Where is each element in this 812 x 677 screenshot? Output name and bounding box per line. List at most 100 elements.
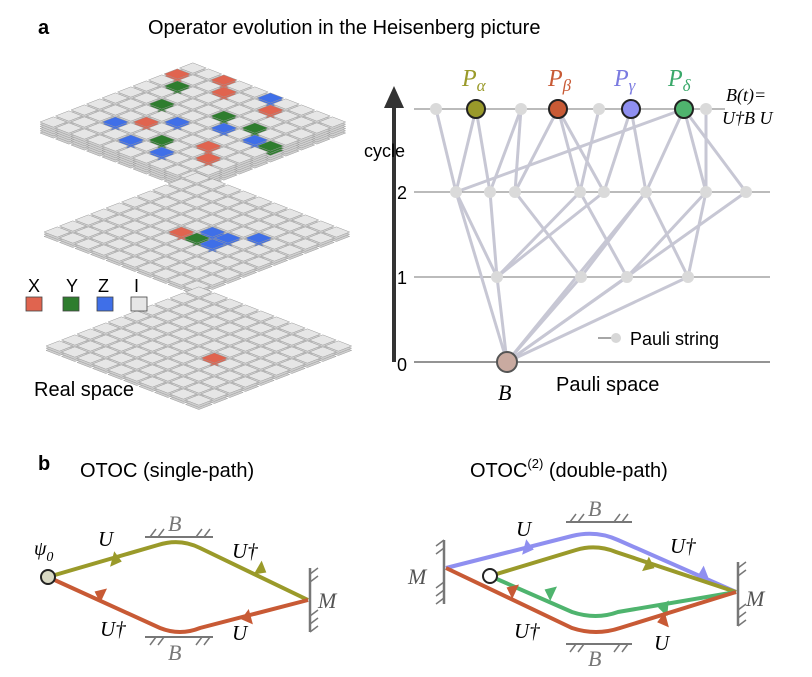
graph-edge bbox=[513, 108, 560, 193]
pauli-string-node bbox=[450, 186, 462, 198]
grid-tile bbox=[240, 110, 269, 122]
grid-tile bbox=[324, 340, 353, 352]
grid-tile bbox=[151, 268, 180, 280]
grid-tile bbox=[107, 352, 136, 364]
grid-tile bbox=[229, 214, 258, 226]
grid-tile bbox=[194, 68, 223, 80]
grid-tile bbox=[132, 92, 161, 104]
grid-tile bbox=[256, 128, 285, 140]
graph-edge bbox=[454, 191, 499, 278]
grid-tile bbox=[138, 328, 167, 340]
grid-tile bbox=[194, 152, 223, 164]
grid-tile bbox=[229, 238, 258, 250]
double-b-hatch-top bbox=[569, 513, 629, 523]
grid-tile bbox=[277, 334, 306, 346]
panel-b-letter: b bbox=[38, 453, 50, 475]
grid-tile bbox=[287, 128, 316, 140]
grid-tile bbox=[215, 370, 244, 382]
grid-tile bbox=[200, 292, 229, 304]
graph-edge bbox=[682, 108, 748, 193]
grid-tile bbox=[184, 346, 213, 358]
left-m-label: M bbox=[407, 564, 428, 589]
arrow-orange-2 bbox=[657, 611, 669, 628]
grid-tile bbox=[215, 346, 244, 358]
graph-edge bbox=[556, 108, 606, 193]
grid-tile bbox=[120, 196, 149, 208]
graph-edge bbox=[682, 108, 708, 193]
pauli-legend: X Y Z I bbox=[25, 276, 148, 312]
grid-tile bbox=[231, 316, 260, 328]
grid-tile bbox=[147, 146, 176, 158]
grid-tile bbox=[39, 116, 68, 128]
bt-equation-line2: U†B U bbox=[722, 108, 773, 128]
grid-tile bbox=[182, 244, 211, 256]
grid-tile bbox=[209, 146, 238, 158]
grid-tile bbox=[60, 346, 89, 358]
grid-tile bbox=[132, 80, 161, 92]
grid-tile bbox=[213, 220, 242, 232]
double-label-u-top: U bbox=[516, 517, 533, 541]
grid-tile bbox=[194, 92, 223, 104]
grid-tile bbox=[287, 116, 316, 128]
grid-tile bbox=[89, 232, 118, 244]
pauli-space-graph: cycle 0 1 2 B Pauli space Pα Pβ Pγ Pδ B(… bbox=[364, 66, 773, 405]
pauli-string-node bbox=[515, 103, 527, 115]
grid-tile bbox=[136, 238, 165, 250]
grid-tile bbox=[169, 328, 198, 340]
legend-label-y: Y bbox=[66, 276, 78, 296]
arrow-blue-1 bbox=[522, 539, 534, 555]
grid-tile bbox=[244, 220, 273, 232]
grid-tile bbox=[213, 268, 242, 280]
grid-tile bbox=[138, 304, 167, 316]
pauli-string-node bbox=[491, 271, 503, 283]
grid-tile bbox=[163, 116, 192, 128]
grid-tile bbox=[213, 196, 242, 208]
grid-tile bbox=[107, 364, 136, 376]
grid-tile bbox=[122, 322, 151, 334]
grid-tile bbox=[122, 370, 151, 382]
grid-tile bbox=[70, 128, 99, 140]
grid-tile bbox=[225, 140, 254, 152]
grid-tile bbox=[302, 110, 331, 122]
double-path-orange bbox=[445, 566, 737, 634]
grid-tile bbox=[182, 268, 211, 280]
grid-tile bbox=[260, 202, 289, 214]
graph-edge bbox=[578, 191, 629, 278]
legend-swatch-i bbox=[130, 296, 148, 312]
grid-tile bbox=[147, 158, 176, 170]
grid-tile bbox=[107, 328, 136, 340]
grid-tile bbox=[194, 116, 223, 128]
grid-tile bbox=[163, 128, 192, 140]
grid-tile bbox=[271, 98, 300, 110]
grid-tile bbox=[209, 86, 238, 98]
grid-tile bbox=[120, 244, 149, 256]
left-wall-hatch bbox=[435, 539, 445, 605]
grid-tile bbox=[163, 152, 192, 164]
grid-tile bbox=[231, 304, 260, 316]
grid-tile bbox=[213, 256, 242, 268]
grid-tile bbox=[136, 214, 165, 226]
grid-tile bbox=[225, 128, 254, 140]
grid-tile bbox=[153, 334, 182, 346]
grid-tile bbox=[167, 202, 196, 214]
double-b-hatch-bottom bbox=[569, 643, 629, 653]
grid-tile bbox=[209, 158, 238, 170]
pauli-string-legend-label: Pauli string bbox=[630, 329, 719, 349]
grid-tile bbox=[215, 310, 244, 322]
grid-tile bbox=[163, 92, 192, 104]
grid-tile bbox=[116, 86, 145, 98]
legend-label-x: X bbox=[28, 276, 40, 296]
grid-tile bbox=[209, 122, 238, 134]
grid-tile bbox=[215, 322, 244, 334]
graph-edge bbox=[454, 191, 509, 363]
forward-path-u bbox=[47, 540, 309, 602]
arrow-backward-udag bbox=[94, 588, 108, 603]
pauli-string-node bbox=[593, 103, 605, 115]
grid-tile bbox=[182, 208, 211, 220]
grid-tile bbox=[136, 262, 165, 274]
grid-tile bbox=[85, 122, 114, 134]
target-node-beta bbox=[548, 99, 568, 119]
pauli-string-node bbox=[640, 186, 652, 198]
pauli-string-node bbox=[598, 186, 610, 198]
grid-tile bbox=[167, 274, 196, 286]
